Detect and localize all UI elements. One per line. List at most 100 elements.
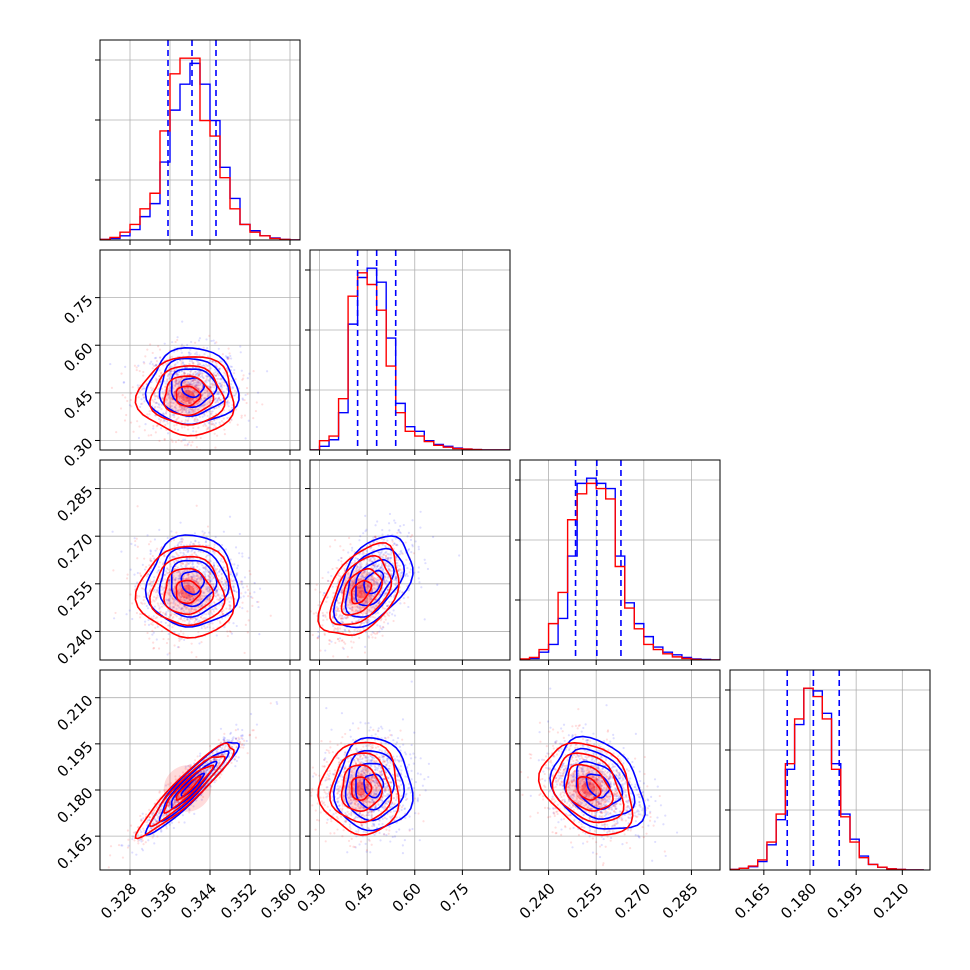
red-sample-point (184, 383, 187, 387)
blue-sample-point (368, 608, 371, 612)
red-sample-point (339, 613, 342, 616)
red-sample-point (208, 626, 212, 629)
red-sample-point (352, 583, 355, 586)
blue-sample-point (152, 393, 156, 396)
red-sample-point (364, 620, 367, 624)
blue-sample-point (195, 799, 198, 802)
red-sample-point (197, 363, 200, 367)
red-sample-point (233, 372, 236, 375)
blue-sample-point (150, 584, 153, 588)
red-sample-point (136, 557, 139, 560)
blue-sample-point (214, 422, 217, 425)
blue-sample-point (140, 398, 143, 401)
blue-sample-point (370, 546, 373, 549)
blue-sample-point (393, 578, 396, 582)
blue-sample-point (183, 617, 186, 620)
red-sample-point (209, 413, 212, 416)
red-sample-point (331, 567, 334, 571)
blue-sample-point (177, 589, 180, 593)
blue-sample-point (171, 596, 174, 599)
blue-sample-point (417, 570, 420, 574)
red-sample-point (165, 641, 169, 645)
red-sample-point (218, 397, 221, 400)
red-sample-point (166, 377, 169, 381)
blue-sample-point (194, 385, 197, 389)
red-sample-point (246, 392, 249, 396)
red-sample-point (354, 576, 357, 579)
red-sample-point (151, 623, 154, 626)
blue-sample-point (345, 587, 348, 590)
red-sample-point (202, 566, 205, 569)
blue-sample-point (180, 405, 183, 408)
blue-sample-point (162, 815, 165, 819)
red-sample-point (158, 561, 162, 564)
red-sample-point (182, 548, 185, 552)
red-sample-point (389, 553, 393, 556)
blue-sample-point (189, 763, 192, 766)
red-sample-point (173, 391, 176, 394)
red-sample-point (336, 628, 340, 631)
blue-sample-point (186, 551, 189, 554)
blue-sample-point (152, 811, 155, 815)
blue-sample-point (183, 553, 186, 556)
red-sample-point (149, 588, 152, 591)
red-sample-point (182, 575, 185, 579)
red-sample-point (215, 406, 218, 409)
blue-sample-point (200, 562, 203, 565)
blue-sample-point (152, 822, 155, 825)
blue-sample-point (205, 363, 208, 366)
blue-sample-point (386, 557, 389, 560)
blue-sample-point (218, 421, 221, 424)
red-sample-point (213, 606, 216, 609)
blue-sample-point (220, 384, 223, 387)
red-sample-point (143, 362, 146, 365)
red-sample-point (372, 578, 375, 581)
blue-sample-point (177, 393, 180, 396)
panel-frame (309, 459, 511, 661)
blue-sample-point (216, 590, 219, 593)
blue-sample-point (176, 566, 179, 569)
blue-sample-point (197, 361, 200, 364)
blue-sample-point (184, 565, 187, 568)
red-sample-point (148, 589, 152, 592)
blue-sample-point (149, 549, 152, 552)
red-sample-point (172, 615, 175, 619)
blue-sample-point (181, 814, 184, 817)
red-sample-point (338, 609, 341, 613)
blue-sample-point (193, 575, 196, 578)
blue-sample-point (180, 592, 184, 595)
red-sample-point (207, 571, 210, 574)
blue-sample-point (371, 578, 374, 582)
red-sample-point (358, 595, 361, 599)
red-sample-point (198, 373, 201, 376)
blue-sample-point (193, 385, 196, 388)
red-sample-point (228, 409, 231, 412)
blue-sample-point (177, 570, 181, 574)
blue-sample-point (153, 588, 156, 591)
blue-sample-point (175, 571, 178, 574)
red-histogram (100, 57, 300, 240)
red-sample-point (216, 598, 219, 601)
red-sample-point (337, 580, 340, 583)
red-sample-point (361, 571, 364, 574)
blue-sample-point (404, 563, 407, 567)
blue-sample-point (170, 404, 173, 408)
red-contour (329, 554, 393, 626)
red-sample-point (191, 572, 194, 575)
red-sample-point (182, 382, 186, 385)
red-sample-point (149, 580, 153, 584)
red-sample-point (387, 564, 391, 567)
blue-sample-point (393, 542, 396, 545)
red-sample-point (356, 605, 359, 608)
red-sample-point (311, 633, 314, 637)
red-sample-point (219, 621, 222, 625)
histogram-panel-1 (305, 249, 511, 451)
panel-frame (99, 39, 301, 241)
red-sample-point (207, 611, 210, 614)
blue-sample-point (382, 569, 385, 572)
red-sample-point (228, 630, 231, 633)
blue-sample-point (195, 351, 198, 354)
blue-sample-point (358, 565, 361, 569)
red-sample-point (131, 386, 134, 389)
panel-frame (99, 249, 301, 451)
